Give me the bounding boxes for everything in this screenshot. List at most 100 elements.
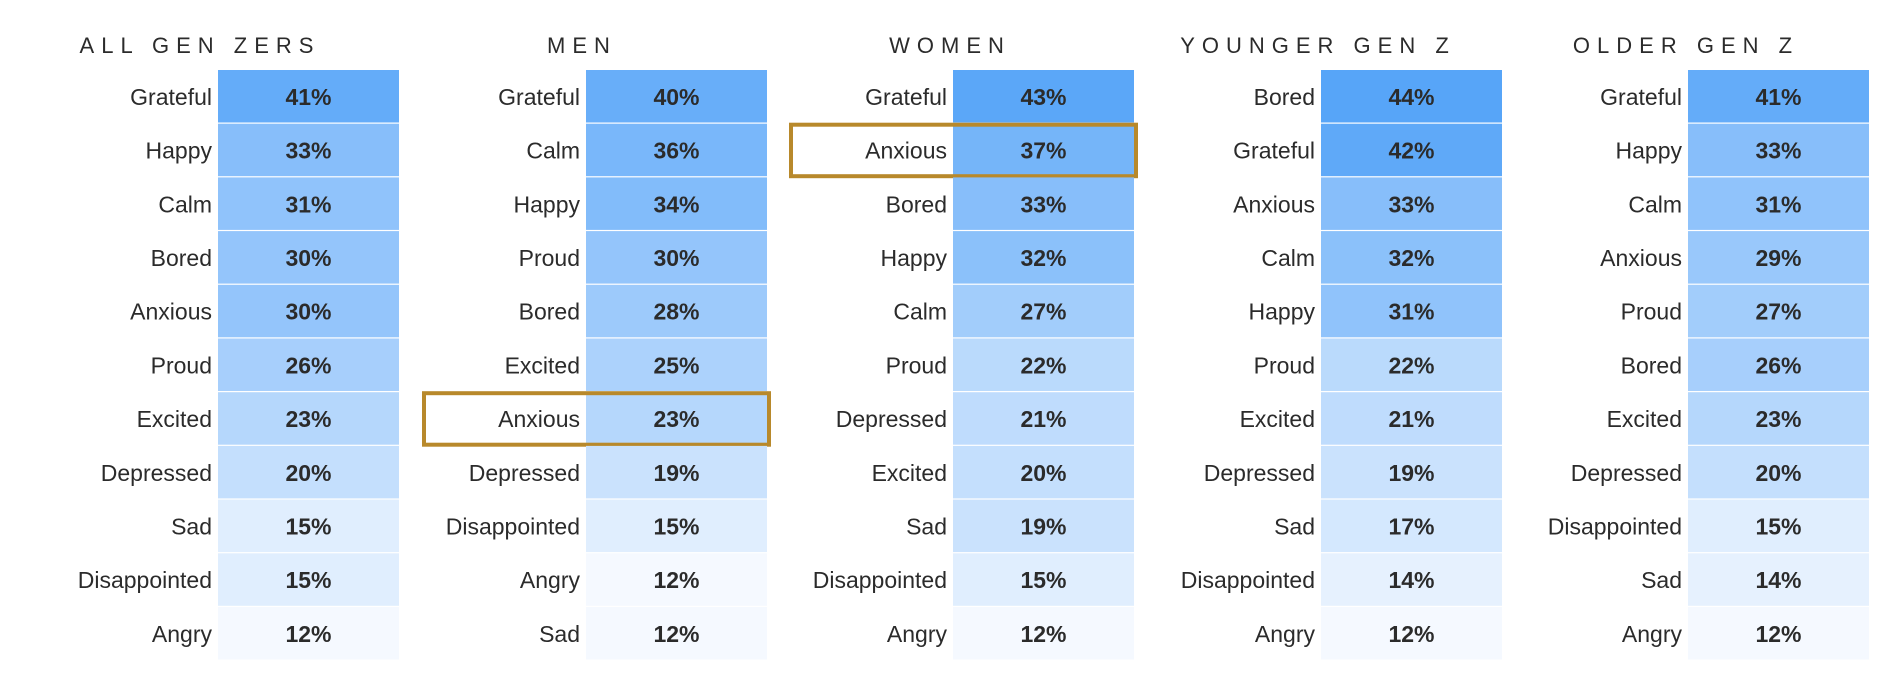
cell-value-label: 41%: [285, 84, 331, 110]
row-label: Angry: [520, 567, 581, 593]
heatmap-cell: [586, 445, 767, 499]
heatmap-cell: [953, 177, 1134, 230]
row-label: Bored: [151, 245, 212, 271]
cell-value-label: 42%: [1388, 138, 1434, 164]
cell-value-label: 30%: [285, 245, 331, 271]
heatmap-cell: [218, 392, 399, 445]
row-label: Anxious: [498, 406, 580, 432]
row-label: Bored: [1254, 84, 1315, 110]
row-label: Happy: [1249, 299, 1316, 325]
cell-value-label: 15%: [1020, 567, 1066, 593]
row-label: Anxious: [865, 138, 947, 164]
heatmap-cell: [1321, 607, 1502, 660]
row-label: Disappointed: [1548, 513, 1682, 539]
heatmap-cell: [1321, 553, 1502, 606]
cell-value-label: 30%: [285, 299, 331, 325]
row-label: Calm: [526, 138, 580, 164]
heatmap-cell: [1688, 284, 1869, 338]
heatmap-cell: [1688, 231, 1869, 284]
cell-value-label: 12%: [1020, 621, 1066, 647]
panel-women: WOMEN Grateful 43% Anxious 37% Bored 33% Happy 3…: [789, 33, 1138, 660]
cell-value-label: 17%: [1388, 513, 1434, 539]
row-label: Anxious: [1233, 191, 1315, 217]
heatmap-cell: [1688, 607, 1869, 660]
row-label: Happy: [1616, 138, 1683, 164]
cell-value-label: 36%: [653, 138, 699, 164]
cell-value-label: 44%: [1388, 84, 1434, 110]
row-label: Calm: [158, 191, 212, 217]
row-label: Anxious: [1600, 245, 1682, 271]
row-label: Grateful: [498, 84, 580, 110]
cell-value-label: 34%: [653, 191, 699, 217]
row-label: Happy: [881, 245, 948, 271]
cell-value-label: 14%: [1388, 567, 1434, 593]
row-label: Excited: [1607, 406, 1682, 432]
cell-value-label: 32%: [1388, 245, 1434, 271]
heatmap-cell: [1688, 70, 1869, 123]
row-label: Depressed: [1571, 460, 1682, 486]
row-label: Depressed: [469, 460, 580, 486]
cell-value-label: 33%: [285, 138, 331, 164]
cell-value-label: 21%: [1020, 406, 1066, 432]
heatmap-cell: [1321, 231, 1502, 284]
heatmap-cell: [586, 70, 767, 123]
panel-older-gen-z: OLDER GEN Z Grateful 41% Happy 33% Calm 31% Anx…: [1548, 33, 1869, 660]
row-label: Excited: [505, 352, 580, 378]
cell-value-label: 33%: [1020, 191, 1066, 217]
cell-value-label: 30%: [653, 245, 699, 271]
heatmap-cell: [218, 231, 399, 284]
heatmap-cell: [1321, 445, 1502, 499]
cell-value-label: 14%: [1755, 567, 1801, 593]
heatmap-cell: [1688, 499, 1869, 553]
cell-value-label: 15%: [285, 513, 331, 539]
heatmap-cell: [218, 70, 399, 123]
highlight-box: [422, 391, 771, 447]
heatmap-cell: [953, 338, 1134, 391]
heatmap-cell: [586, 231, 767, 284]
row-label: Angry: [887, 621, 948, 647]
cell-value-label: 37%: [1020, 138, 1066, 164]
cell-value-label: 12%: [653, 621, 699, 647]
heatmap-cell: [586, 499, 767, 553]
cell-value-label: 15%: [285, 567, 331, 593]
row-label: Proud: [1621, 299, 1682, 325]
cell-value-label: 12%: [285, 621, 331, 647]
row-label: Depressed: [1204, 460, 1315, 486]
heatmap-cell: [953, 499, 1134, 553]
cell-value-label: 21%: [1388, 406, 1434, 432]
cell-value-label: 12%: [653, 567, 699, 593]
row-label: Angry: [152, 621, 213, 647]
cell-value-label: 12%: [1388, 621, 1434, 647]
cell-value-label: 31%: [285, 191, 331, 217]
heatmap-cell: [953, 123, 1134, 177]
row-label: Grateful: [130, 84, 212, 110]
heatmap-cell: [586, 338, 767, 391]
row-label: Sad: [171, 513, 212, 539]
heatmap-cell: [1321, 123, 1502, 177]
heatmap-cell: [1321, 284, 1502, 338]
panel-title: ALL GEN ZERS: [80, 33, 321, 58]
row-label: Excited: [1240, 406, 1315, 432]
cell-value-label: 19%: [1388, 460, 1434, 486]
panel-all-gen-zers: ALL GEN ZERS Grateful 41% Happy 33% Calm 31% Bo…: [78, 33, 399, 660]
row-label: Happy: [514, 191, 581, 217]
row-label: Calm: [1261, 245, 1315, 271]
row-label: Grateful: [1600, 84, 1682, 110]
heatmap-cell: [953, 553, 1134, 606]
cell-value-label: 20%: [1020, 460, 1066, 486]
heatmap-cell: [586, 284, 767, 338]
heatmap-cell: [218, 607, 399, 660]
row-label: Depressed: [101, 460, 212, 486]
row-label: Grateful: [865, 84, 947, 110]
cell-value-label: 28%: [653, 299, 699, 325]
row-label: Proud: [886, 352, 947, 378]
heatmap-cell: [586, 607, 767, 660]
heatmap-cell: [1688, 553, 1869, 606]
panel-title: MEN: [547, 33, 617, 58]
heatmap-cell: [1688, 338, 1869, 391]
cell-value-label: 41%: [1755, 84, 1801, 110]
row-label: Disappointed: [1181, 567, 1315, 593]
cell-value-label: 19%: [653, 460, 699, 486]
cell-value-label: 26%: [285, 352, 331, 378]
heatmap-cell: [218, 338, 399, 391]
